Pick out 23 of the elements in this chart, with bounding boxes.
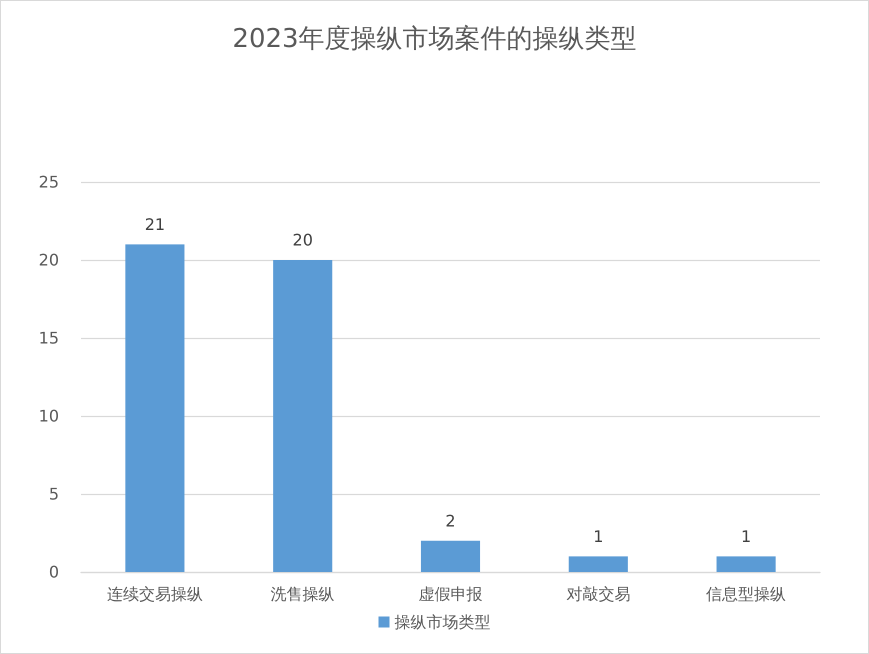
data-label: 2	[445, 511, 456, 530]
bar	[420, 540, 480, 572]
data-label: 21	[144, 214, 166, 234]
x-tick-label: 信息型操纵	[706, 584, 786, 604]
bar	[125, 244, 184, 572]
y-tick-label: 15	[38, 328, 59, 348]
y-tick-label: 0	[48, 562, 59, 582]
data-label: 1	[741, 526, 752, 546]
x-tick-label: 洗售操纵	[270, 584, 335, 604]
x-tick-label: 连续交易操纵	[106, 584, 203, 604]
y-tick-label: 10	[38, 406, 59, 426]
x-tick-label: 虚假申报	[418, 584, 482, 604]
x-tick-label: 对敲交易	[566, 584, 630, 604]
bar	[568, 556, 628, 572]
y-tick-label: 25	[38, 172, 59, 192]
data-label: 1	[593, 526, 604, 546]
legend-label: 操纵市场类型	[394, 612, 490, 632]
chart-title: 2023年度操纵市场案件的操纵类型	[232, 24, 637, 54]
y-tick-label: 5	[48, 484, 59, 504]
bar	[716, 556, 776, 572]
data-label: 20	[292, 230, 313, 250]
y-tick-label: 20	[38, 250, 59, 270]
bar	[273, 260, 332, 572]
